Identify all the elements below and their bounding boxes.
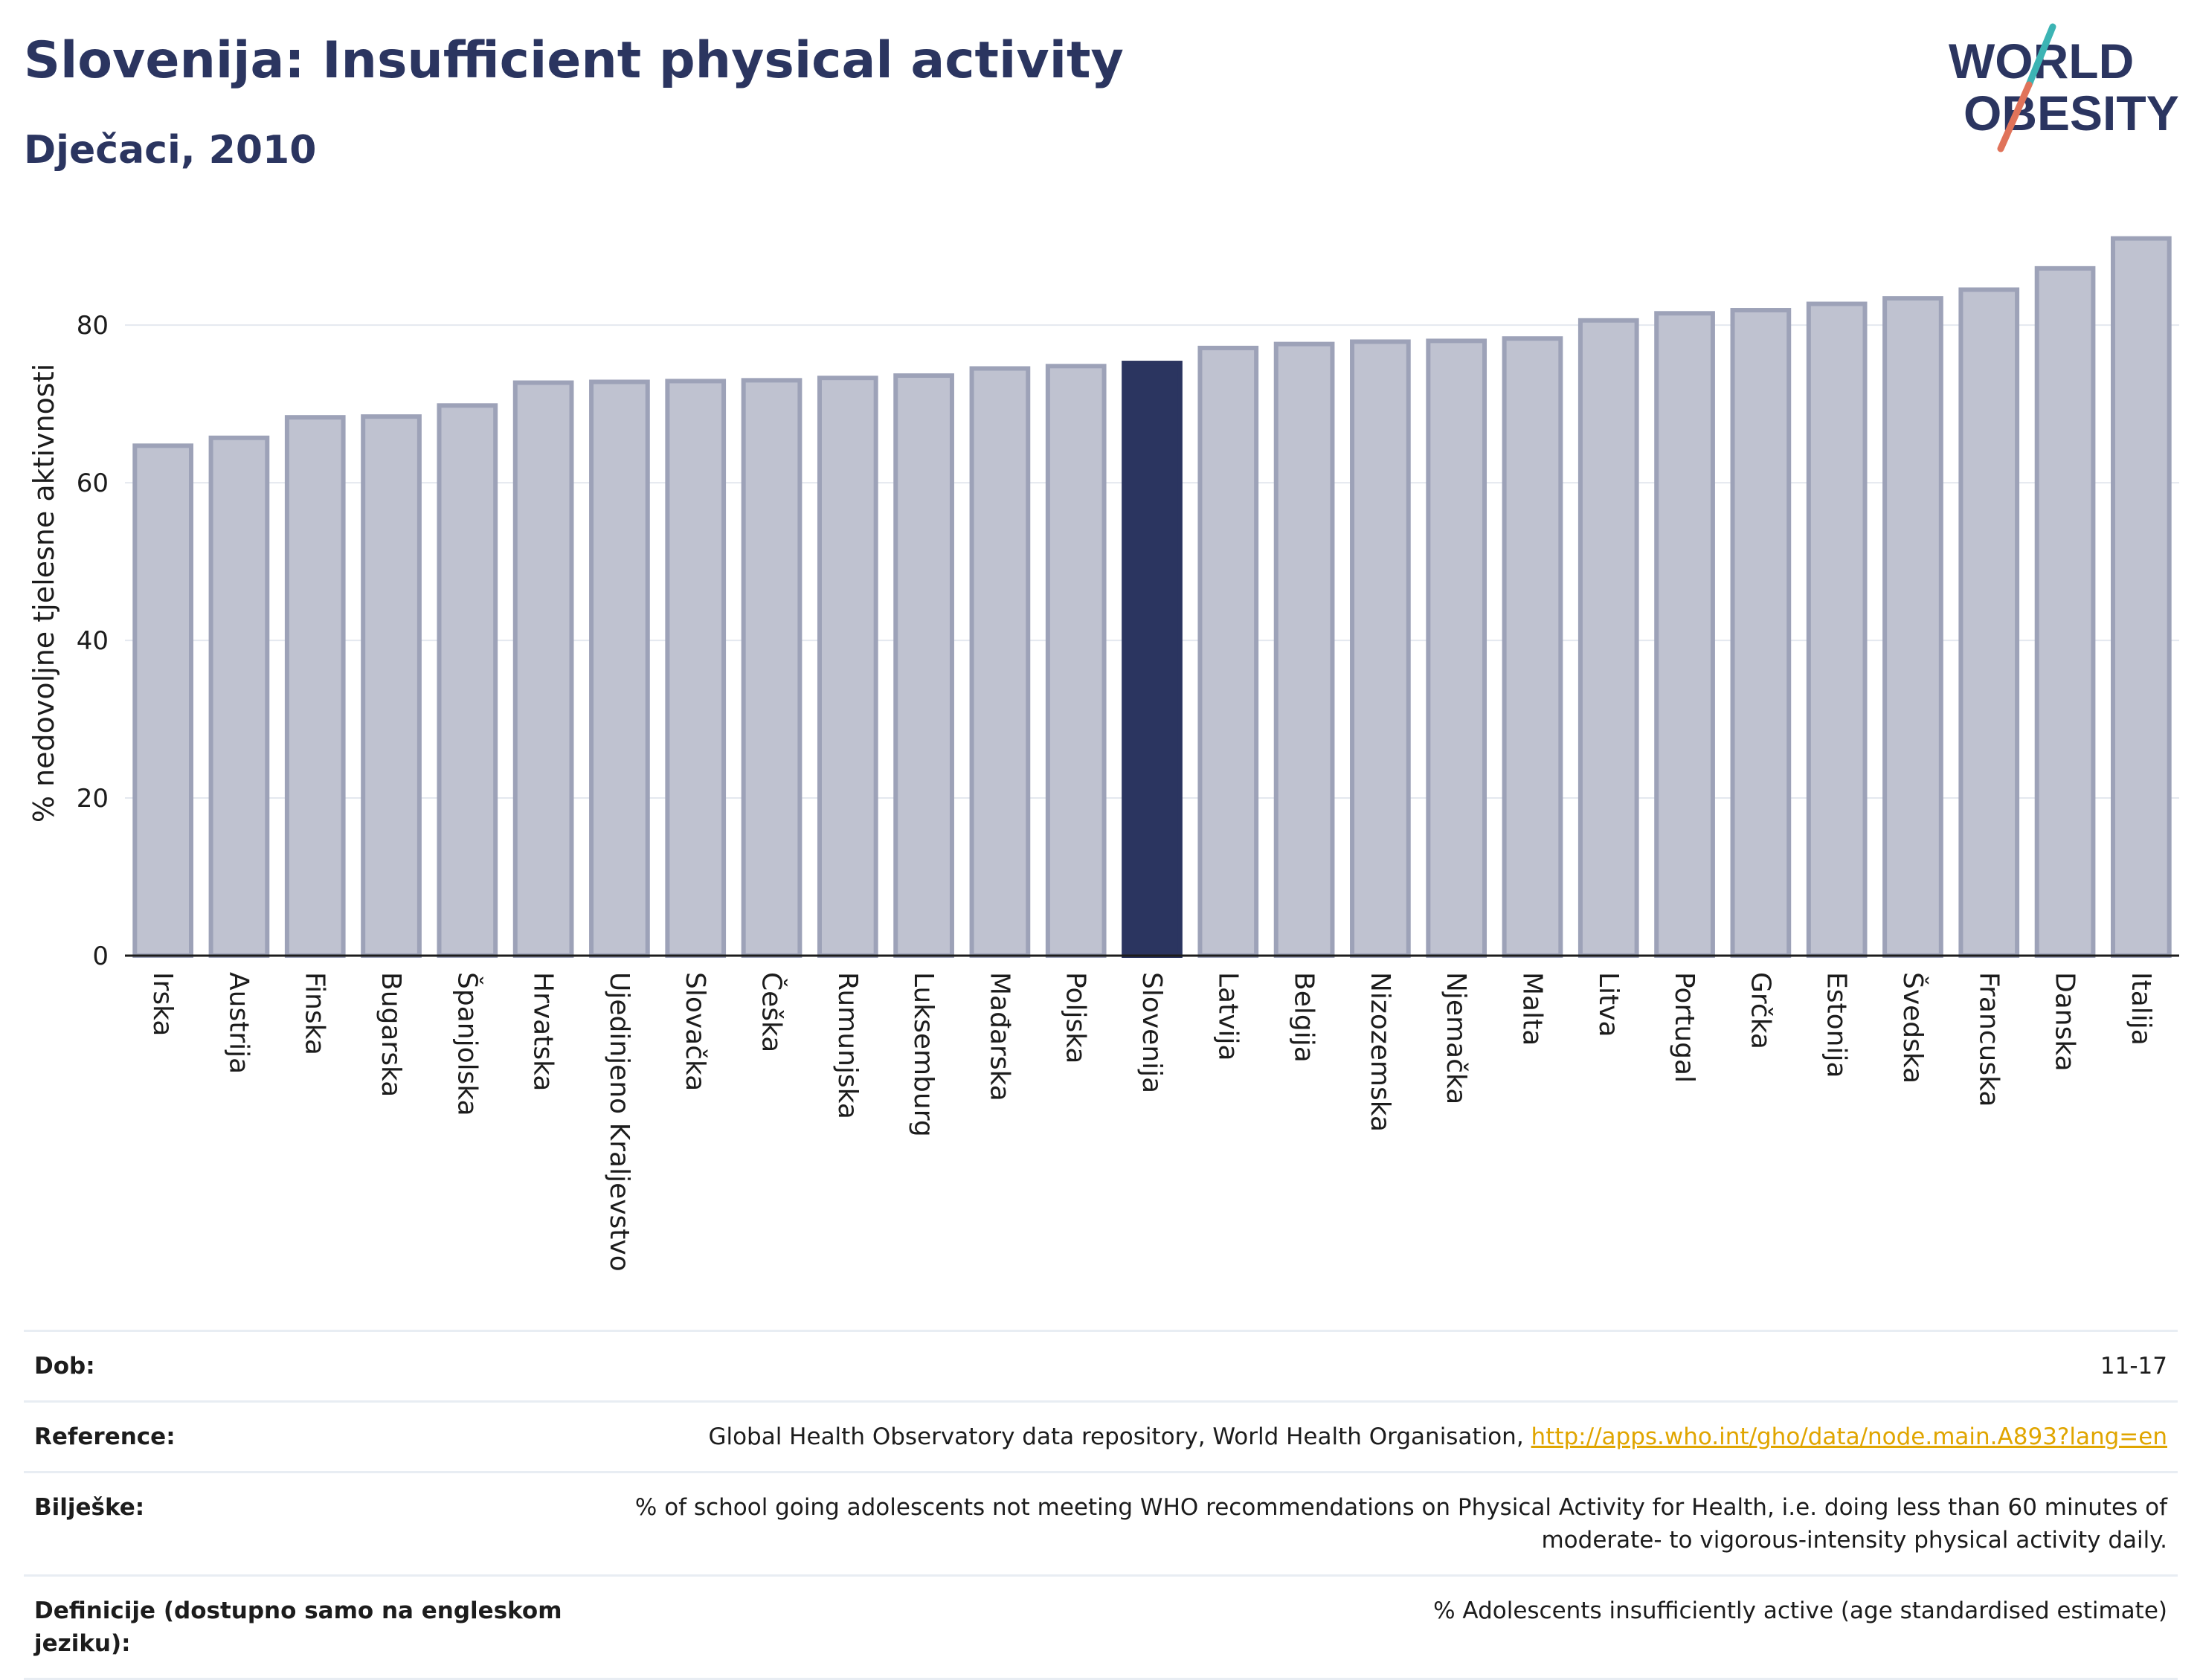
meta-value: % Adolescents insufficiently active (age… xyxy=(580,1574,2178,1680)
y-tick-label: 80 xyxy=(77,311,109,341)
bar xyxy=(284,415,346,959)
x-tick-label: Slovačka xyxy=(680,972,710,1091)
bar xyxy=(361,414,422,958)
meta-row-age: Dob: 11-17 xyxy=(24,1330,2178,1403)
bar xyxy=(1197,345,1259,959)
x-tick-label: Estonija xyxy=(1821,972,1852,1078)
bar xyxy=(512,380,574,959)
logo-line2: OBESITY xyxy=(1963,86,2179,141)
meta-row-definitions: Definicije (dostupno samo na engleskom j… xyxy=(24,1574,2178,1680)
bar xyxy=(741,378,803,958)
bar xyxy=(1502,336,1563,958)
bar xyxy=(437,403,498,959)
bar xyxy=(969,366,1031,958)
bar xyxy=(1882,296,1943,959)
bar-highlight xyxy=(1122,361,1183,959)
x-tick-label: Irska xyxy=(147,972,178,1036)
y-tick-label: 0 xyxy=(92,942,109,971)
x-tick-label: Finska xyxy=(300,972,330,1055)
y-tick-label: 20 xyxy=(77,784,109,814)
x-tick-label: Bugarska xyxy=(376,972,406,1097)
meta-value-cell: Global Health Observatory data repositor… xyxy=(580,1400,2178,1473)
x-tick-label: Ujedinjeno Kraljevstvo xyxy=(604,972,634,1272)
x-tick-label: Njemačka xyxy=(1441,972,1471,1104)
meta-value: Global Health Observatory data repositor… xyxy=(708,1423,1531,1450)
x-tick-label: Grčka xyxy=(1745,972,1775,1049)
bar-chart: 0 20 40 60 80 % nedovoljne tjelesne aktivnost… xyxy=(28,236,2179,1272)
x-tick-label: Poljska xyxy=(1061,972,1091,1064)
bar xyxy=(1654,311,1715,959)
x-tick-label: Francuska xyxy=(1973,972,2004,1107)
x-tick-label: Mađarska xyxy=(984,972,1014,1101)
bar xyxy=(589,379,650,958)
world-obesity-logo: WORLD OBESITY xyxy=(1949,23,2179,152)
x-tick-label: Rumunjska xyxy=(832,972,863,1119)
x-tick-label: Španjolska xyxy=(451,972,483,1116)
bar xyxy=(132,443,193,958)
bar xyxy=(817,376,878,959)
x-tick-label: Malta xyxy=(1516,972,1547,1046)
meta-key: Dob: xyxy=(24,1330,580,1403)
logo-slash-teal xyxy=(2025,23,2056,88)
metadata-table: Dob: 11-17 Reference: Global Health Obse… xyxy=(24,1330,2178,1680)
bar xyxy=(1426,338,1487,958)
meta-row-reference: Reference: Global Health Observatory dat… xyxy=(24,1400,2178,1473)
bar xyxy=(665,379,727,959)
bar xyxy=(1577,318,1639,958)
meta-key: Definicije (dostupno samo na engleskom j… xyxy=(24,1574,580,1680)
x-tick-label: Češka xyxy=(756,972,788,1052)
meta-row-notes: Bilješke: % of school going adolescents … xyxy=(24,1471,2178,1577)
x-tick-label: Danska xyxy=(2050,972,2080,1072)
x-tick-label: Italija xyxy=(2126,972,2156,1046)
meta-value: % of school going adolescents not meetin… xyxy=(580,1471,2178,1577)
x-tick-label: Nizozemska xyxy=(1365,972,1395,1132)
bar xyxy=(1350,339,1411,959)
bar xyxy=(893,373,954,958)
bar xyxy=(208,435,270,958)
logo-slash-coral xyxy=(1997,81,2033,152)
chart-title: Slovenija: Insufficient physical activit… xyxy=(24,31,1124,90)
bar xyxy=(1045,364,1107,959)
x-tick-label: Latvija xyxy=(1212,972,1243,1061)
bar xyxy=(2034,265,2096,958)
meta-key: Bilješke: xyxy=(24,1471,580,1577)
bar xyxy=(1806,301,1868,959)
bar xyxy=(1730,308,1792,959)
x-tick-label: Portugal xyxy=(1669,972,1699,1083)
x-tick-label: Belgija xyxy=(1289,972,1319,1063)
bar xyxy=(2111,236,2172,958)
x-tick-label: Hrvatska xyxy=(528,972,559,1091)
chart-subtitle: Dječaci, 2010 xyxy=(24,128,317,173)
bar xyxy=(1273,341,1335,958)
x-tick-label: Slovenija xyxy=(1136,972,1167,1093)
meta-value: 11-17 xyxy=(580,1330,2178,1403)
y-tick-label: 60 xyxy=(77,469,109,498)
y-tick-label: 40 xyxy=(77,626,109,656)
y-axis-label: % nedovoljne tjelesne aktivnosti xyxy=(28,364,60,823)
x-tick-label: Austrija xyxy=(223,972,254,1074)
x-tick-label: Litva xyxy=(1593,972,1624,1037)
x-tick-label: Luksemburg xyxy=(908,972,939,1137)
bar xyxy=(1958,287,2020,958)
x-tick-label: Švedska xyxy=(1897,972,1929,1084)
reference-link[interactable]: http://apps.who.int/gho/data/node.main.A… xyxy=(1531,1423,2167,1450)
meta-key: Reference: xyxy=(24,1400,580,1473)
